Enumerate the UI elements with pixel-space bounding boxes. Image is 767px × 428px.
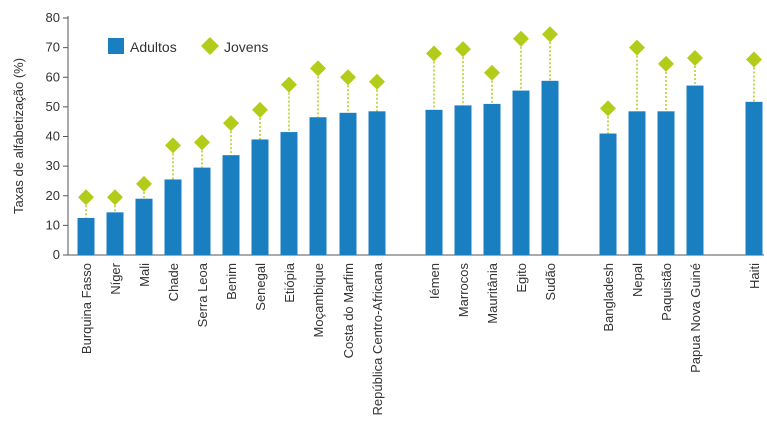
bar-adultos bbox=[77, 217, 95, 255]
category-label: Egito bbox=[514, 263, 529, 293]
category-label: Senegal bbox=[253, 263, 268, 311]
marker-jovens bbox=[194, 134, 210, 151]
bar-adultos bbox=[454, 105, 472, 255]
bar-adultos bbox=[106, 212, 124, 255]
marker-jovens bbox=[78, 189, 94, 206]
y-tick-label: 20 bbox=[46, 188, 60, 203]
y-axis: 0 10 20 30 40 50 60 70 80 bbox=[46, 10, 764, 262]
marker-jovens bbox=[746, 51, 762, 68]
bar-adultos bbox=[309, 117, 327, 256]
category-label: Níger bbox=[108, 262, 123, 294]
marker-jovens bbox=[223, 115, 239, 132]
legend-swatch-adultos bbox=[108, 38, 124, 54]
bar-adultos bbox=[193, 167, 211, 255]
y-tick-label: 70 bbox=[46, 40, 60, 55]
category-label: Marrocos bbox=[456, 263, 471, 318]
marker-jovens bbox=[600, 100, 616, 117]
category-labels: Burquina Fasso Níger Mali Chade Serra Leoa Be… bbox=[79, 262, 762, 415]
bar-adultos bbox=[251, 139, 269, 255]
bar-adultos bbox=[657, 111, 675, 255]
adult-bars bbox=[77, 80, 763, 256]
y-tick-label: 10 bbox=[46, 217, 60, 232]
marker-jovens bbox=[687, 49, 703, 66]
y-tick-label: 80 bbox=[46, 10, 60, 25]
category-label: Nepal bbox=[630, 263, 645, 297]
category-label: República Centro-Africana bbox=[370, 262, 385, 415]
legend-label-adultos: Adultos bbox=[130, 39, 177, 55]
category-label: Burquina Fasso bbox=[79, 263, 94, 354]
bar-adultos bbox=[339, 112, 357, 255]
bar-adultos bbox=[135, 198, 153, 255]
marker-jovens bbox=[369, 73, 385, 90]
category-label: Mauritânia bbox=[485, 262, 500, 323]
category-label: Iémen bbox=[427, 263, 442, 299]
category-label: Sudão bbox=[543, 263, 558, 301]
y-tick-label: 60 bbox=[46, 69, 60, 84]
y-tick-label: 30 bbox=[46, 158, 60, 173]
category-label: Haiti bbox=[747, 263, 762, 289]
bar-adultos bbox=[222, 155, 240, 255]
bar-adultos bbox=[164, 179, 182, 255]
marker-jovens bbox=[426, 45, 442, 62]
category-label: Papua Nova Guiné bbox=[688, 263, 703, 373]
category-label: Costa do Marfim bbox=[341, 263, 356, 358]
category-label: Bangladesh bbox=[601, 263, 616, 332]
y-tick-label: 50 bbox=[46, 99, 60, 114]
marker-jovens bbox=[281, 76, 297, 93]
youth-markers bbox=[78, 26, 762, 206]
y-tick-label: 0 bbox=[53, 247, 60, 262]
legend-marker-jovens bbox=[201, 37, 219, 55]
y-tick-label: 40 bbox=[46, 129, 60, 144]
marker-jovens bbox=[513, 30, 529, 47]
bar-adultos bbox=[512, 90, 530, 255]
marker-jovens bbox=[455, 41, 471, 58]
marker-jovens bbox=[310, 60, 326, 77]
bar-adultos bbox=[599, 133, 617, 255]
bar-adultos bbox=[686, 85, 704, 255]
category-label: Paquistão bbox=[659, 263, 674, 321]
marker-jovens bbox=[107, 189, 123, 206]
category-label: Chade bbox=[166, 263, 181, 301]
bar-adultos bbox=[628, 111, 646, 255]
y-axis-title: Taxas de alfabetização (%) bbox=[11, 58, 26, 214]
category-label: Benim bbox=[224, 263, 239, 300]
marker-jovens bbox=[252, 101, 268, 118]
bar-adultos bbox=[280, 132, 298, 255]
legend: Adultos Jovens bbox=[108, 37, 268, 55]
category-label: Mali bbox=[137, 263, 152, 287]
marker-jovens bbox=[136, 175, 152, 192]
category-label: Etiópia bbox=[282, 262, 297, 303]
bar-adultos bbox=[745, 101, 763, 256]
connector-lines bbox=[85, 34, 755, 218]
marker-jovens bbox=[484, 64, 500, 81]
category-label: Moçambique bbox=[311, 263, 326, 337]
legend-label-jovens: Jovens bbox=[224, 39, 268, 55]
bar-adultos bbox=[483, 103, 501, 255]
marker-jovens bbox=[629, 39, 645, 56]
marker-jovens bbox=[658, 55, 674, 72]
bar-adultos bbox=[368, 111, 386, 255]
bar-adultos bbox=[541, 80, 559, 256]
category-label: Serra Leoa bbox=[195, 262, 210, 327]
marker-jovens bbox=[340, 69, 356, 86]
marker-jovens bbox=[165, 137, 181, 154]
marker-jovens bbox=[542, 26, 558, 43]
bar-adultos bbox=[425, 109, 443, 256]
